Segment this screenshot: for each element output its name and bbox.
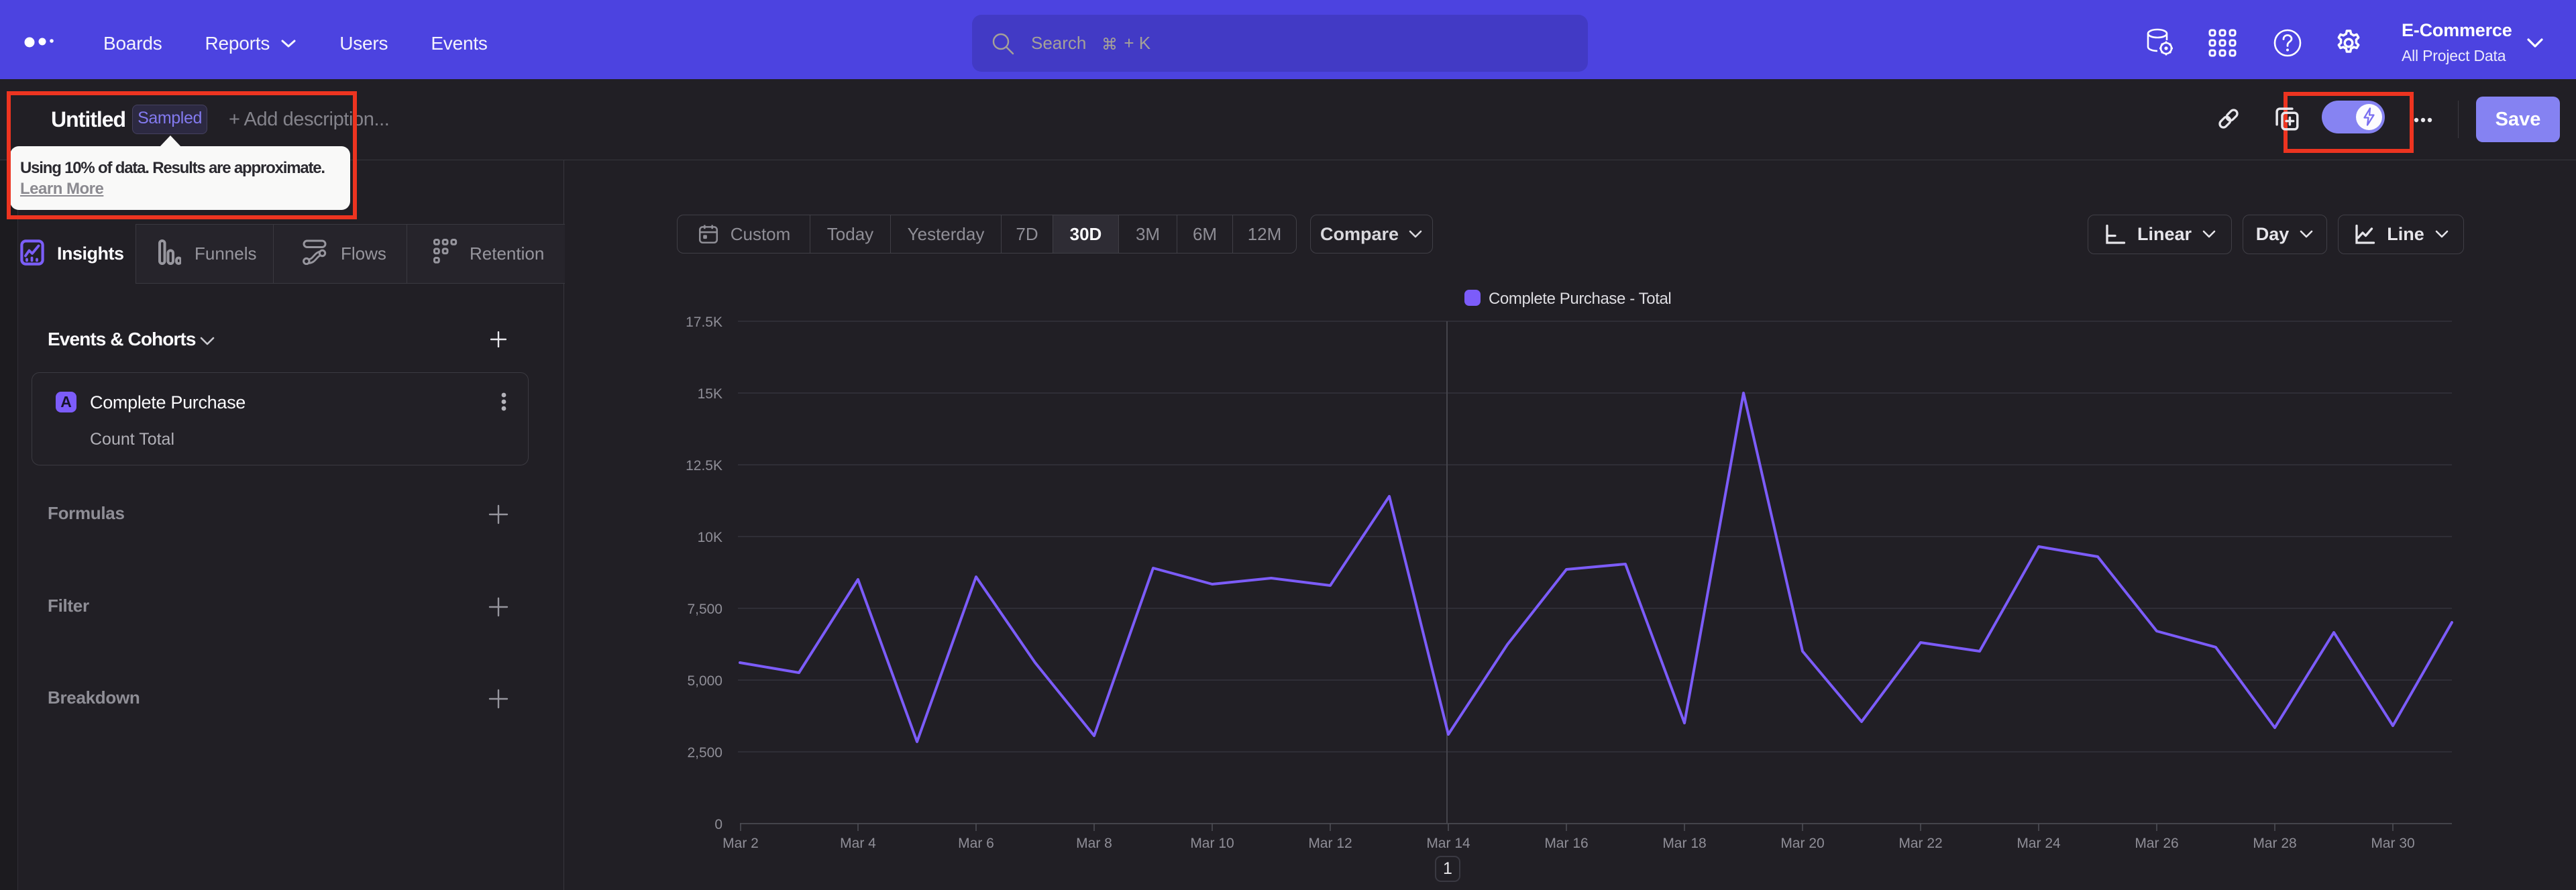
- svg-text:Mar 18: Mar 18: [1662, 836, 1706, 851]
- svg-text:Mar 2: Mar 2: [722, 836, 759, 851]
- svg-text:15K: 15K: [698, 386, 722, 402]
- svg-text:5,000: 5,000: [687, 673, 722, 689]
- svg-text:Mar 20: Mar 20: [1780, 836, 1824, 851]
- svg-text:Mar 26: Mar 26: [2135, 836, 2178, 851]
- svg-text:Mar 22: Mar 22: [1898, 836, 1942, 851]
- svg-text:Mar 30: Mar 30: [2371, 836, 2414, 851]
- svg-text:7,500: 7,500: [687, 602, 722, 617]
- svg-text:0: 0: [714, 817, 722, 832]
- svg-text:Mar 8: Mar 8: [1076, 836, 1112, 851]
- svg-text:Mar 24: Mar 24: [2017, 836, 2061, 851]
- svg-text:Mar 28: Mar 28: [2253, 836, 2296, 851]
- svg-text:12.5K: 12.5K: [686, 458, 722, 474]
- svg-text:Mar 6: Mar 6: [958, 836, 994, 851]
- svg-text:Mar 10: Mar 10: [1190, 836, 1234, 851]
- svg-text:17.5K: 17.5K: [686, 315, 722, 330]
- svg-text:Mar 4: Mar 4: [840, 836, 876, 851]
- svg-text:10K: 10K: [698, 530, 722, 545]
- svg-text:Mar 12: Mar 12: [1308, 836, 1352, 851]
- svg-text:Mar 16: Mar 16: [1544, 836, 1588, 851]
- svg-text:2,500: 2,500: [687, 745, 722, 761]
- svg-text:Mar 14: Mar 14: [1426, 836, 1470, 851]
